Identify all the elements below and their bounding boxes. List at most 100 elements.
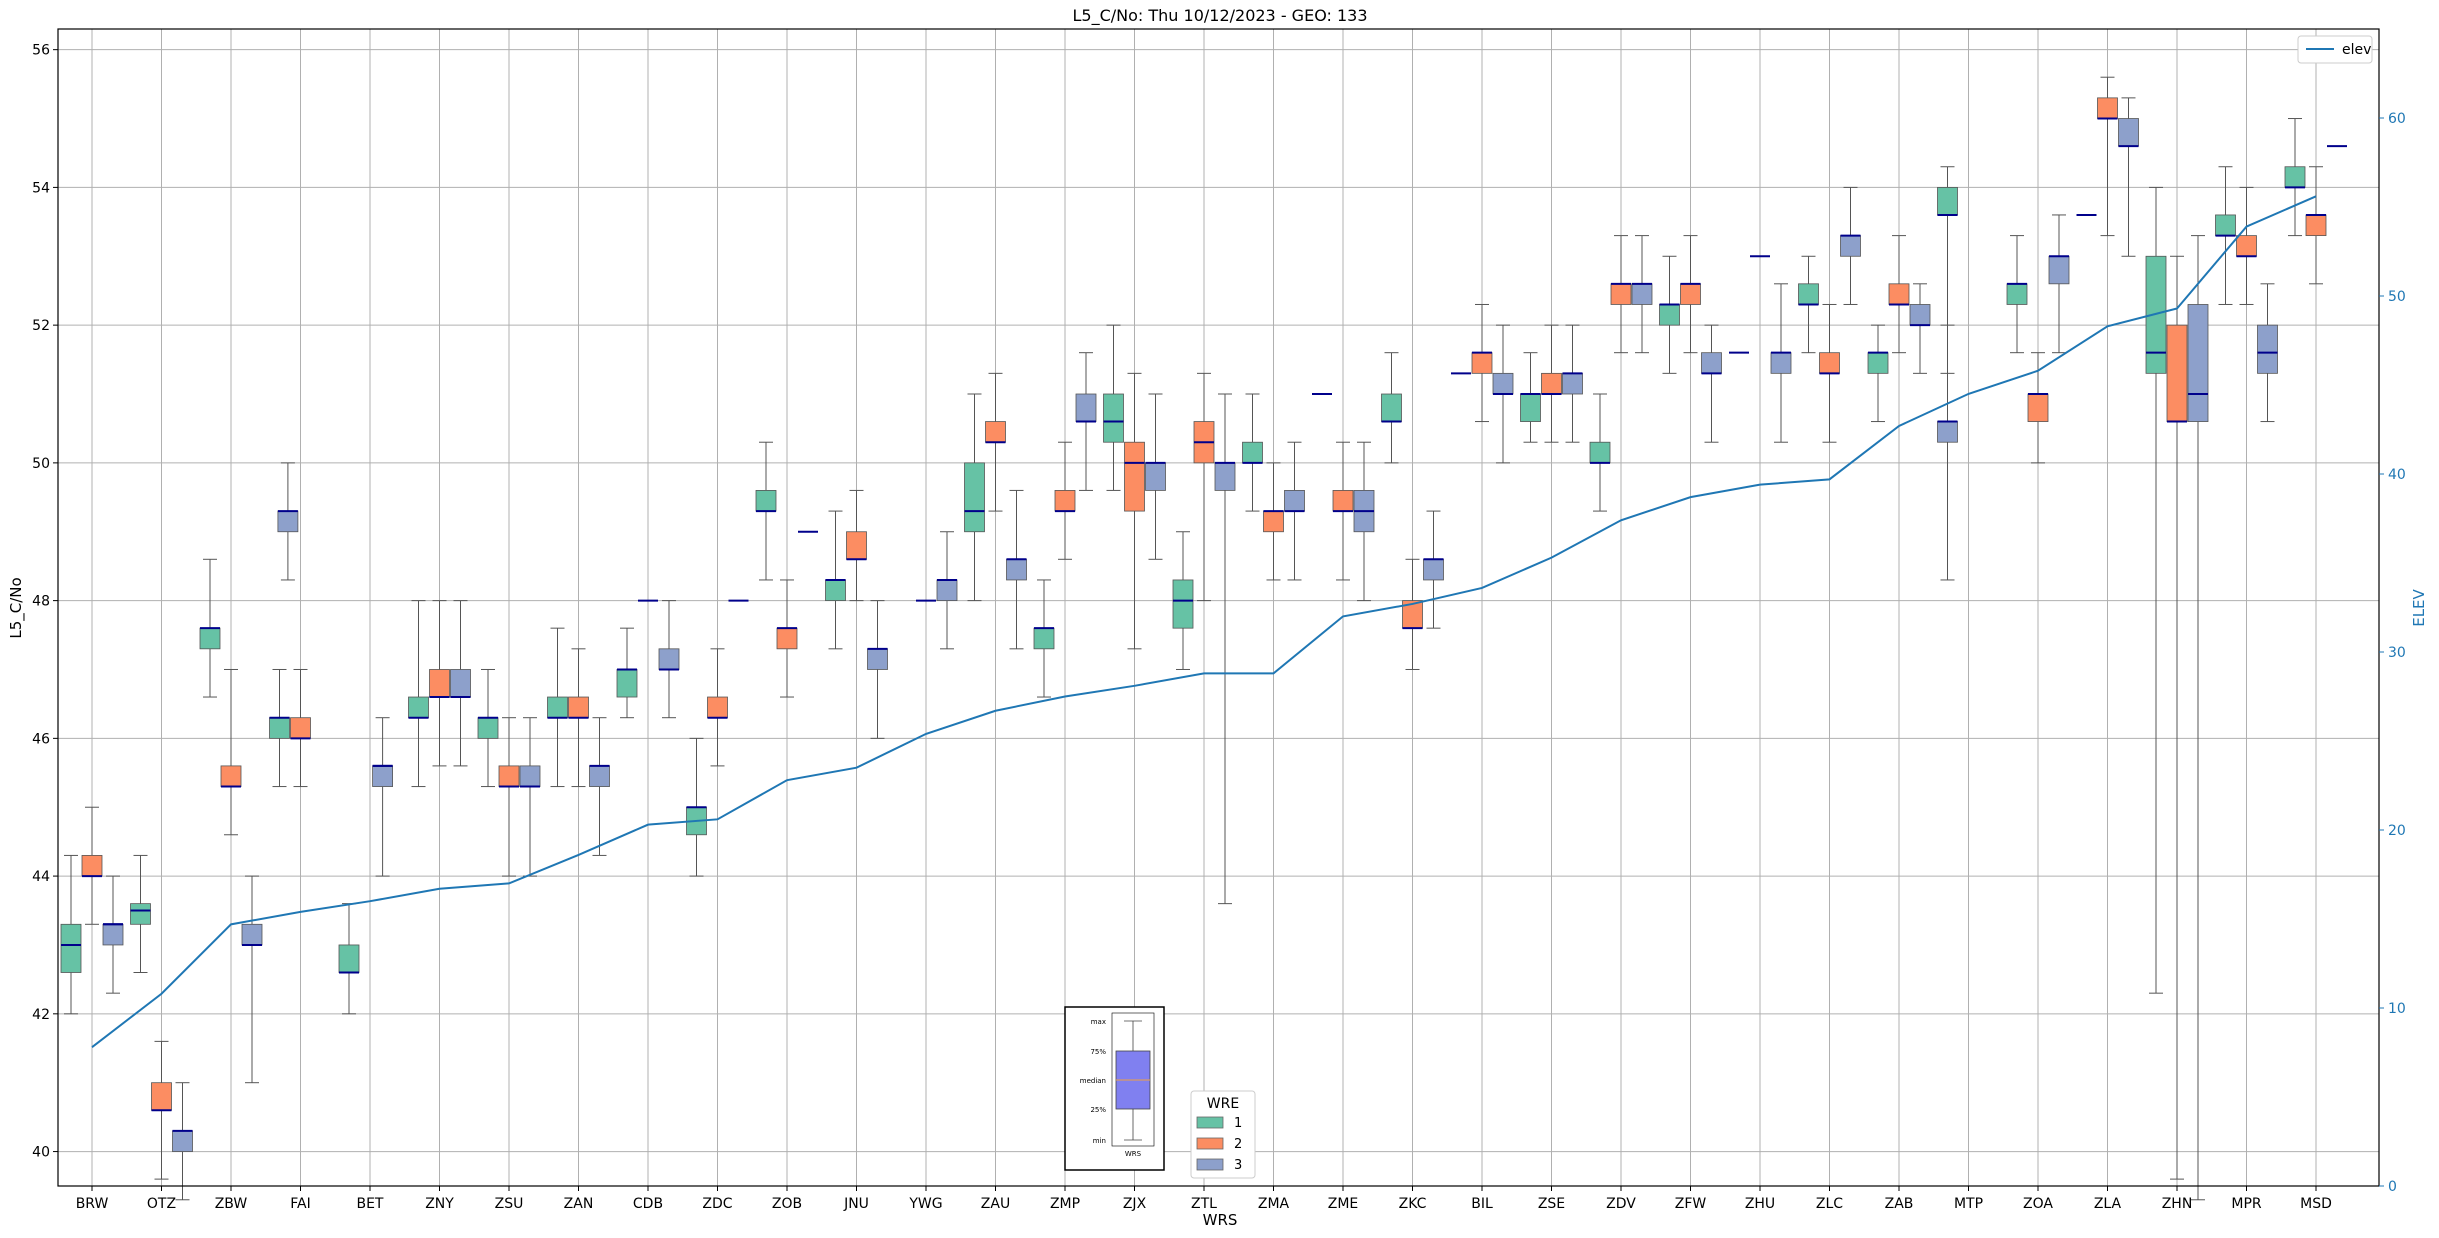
box-iqr — [568, 696, 589, 719]
box-wre-2 — [568, 648, 589, 788]
box-wre-3 — [1631, 235, 1653, 354]
box-wre-3 — [241, 875, 263, 1084]
box-wre-1 — [477, 668, 499, 788]
box-wre-3 — [589, 717, 610, 856]
box-wre-2 — [1471, 303, 1493, 423]
x-tick-label: ZME — [1328, 1196, 1359, 1212]
box-wre-1 — [269, 668, 290, 788]
legend-wre-swatch-1 — [1196, 1116, 1224, 1129]
box-iqr — [1541, 372, 1562, 395]
box-iqr — [1659, 304, 1680, 326]
box-wre-1 — [199, 558, 221, 698]
box-wre-2 — [1680, 235, 1701, 354]
box-wre-3 — [519, 717, 541, 877]
box-iqr — [1145, 462, 1166, 491]
box-wre-2 — [151, 1040, 172, 1180]
box-iqr — [1471, 352, 1493, 374]
x-tick-label: ZHN — [2162, 1196, 2193, 1212]
box-iqr — [1798, 283, 1819, 305]
y-axis-label: L5_C/No — [7, 577, 26, 638]
x-tick-label: ZMA — [1258, 1196, 1290, 1212]
x-tick-label: ZBW — [215, 1196, 248, 1212]
box-iqr — [1381, 393, 1402, 422]
box-wre-1 — [1103, 324, 1124, 491]
box-wre-3 — [1423, 510, 1444, 629]
box-iqr — [81, 855, 103, 877]
box-wre-1 — [1242, 393, 1263, 512]
box-iqr — [372, 765, 394, 787]
box-iqr — [1124, 441, 1145, 512]
box-wre-2 — [2305, 166, 2327, 285]
box-iqr — [1263, 510, 1284, 533]
box-wre-3 — [1909, 283, 1931, 374]
box-wre-1 — [2215, 166, 2236, 305]
y-tick-label: 56 — [32, 43, 50, 59]
box-iqr — [1867, 352, 1889, 374]
box-iqr — [151, 1082, 172, 1111]
box-wre-1 — [1033, 579, 1055, 698]
box-iqr — [2187, 304, 2209, 422]
box-iqr — [1006, 558, 1027, 581]
y-axis-right: 0 10 20 30 40 50 60 — [2379, 111, 2406, 1195]
legend-elev-label: elev — [2342, 42, 2371, 58]
box-wre-3 — [1492, 324, 1514, 464]
box-iqr — [658, 648, 680, 670]
box-iqr — [964, 462, 985, 533]
legend-wre-swatch-3 — [1196, 1158, 1224, 1171]
box-iqr — [1937, 186, 1958, 216]
inset-label-max: max — [1091, 1018, 1106, 1026]
box-wre-1 — [1381, 352, 1402, 464]
box-wre-2 — [1124, 372, 1145, 650]
inset-label-25: 25% — [1090, 1106, 1106, 1114]
inset-boxplot-legend: max 75% median 25% min WRS — [1064, 1006, 1165, 1171]
x-tick-label: FAI — [290, 1196, 310, 1212]
x-tick-label: BET — [356, 1196, 383, 1212]
box-iqr — [707, 696, 728, 719]
box-iqr — [1332, 490, 1354, 512]
box-iqr — [1214, 462, 1236, 491]
box-wre-3 — [1937, 324, 1958, 581]
box-iqr — [1033, 627, 1055, 650]
box-iqr — [450, 669, 471, 698]
box-iqr — [776, 627, 798, 650]
gridlines — [58, 29, 2379, 1186]
x-tick-label: ZAB — [1885, 1196, 1914, 1212]
x-tick-label: ZDV — [1606, 1196, 1636, 1212]
box-iqr — [338, 944, 360, 973]
y-axis-left: 40 42 44 46 48 50 52 54 56 — [32, 43, 58, 1161]
box-iqr — [1242, 441, 1263, 464]
box-wre-2 — [846, 489, 867, 602]
box-iqr — [616, 669, 638, 698]
box-wre-1 — [547, 627, 568, 788]
y2-tick-label: 30 — [2388, 645, 2406, 661]
legend-wre-frame — [1190, 1090, 1256, 1179]
y2-tick-label: 0 — [2388, 1179, 2397, 1195]
box-iqr — [1680, 283, 1701, 305]
box-iqr — [825, 579, 846, 602]
y-tick-label: 42 — [32, 1007, 50, 1023]
box-wre-2 — [1193, 372, 1215, 602]
box-wre-1 — [825, 510, 846, 650]
box-wre-2 — [2236, 186, 2257, 305]
box-wre-2 — [707, 648, 728, 767]
box-iqr — [429, 669, 450, 698]
box-wre-2 — [220, 668, 242, 836]
box-wre-3 — [1840, 186, 1861, 305]
box-iqr — [1520, 393, 1541, 422]
box-iqr — [2305, 214, 2327, 237]
x-axis: BRW OTZ ZBW FAI BET ZNY ZSU ZAN CDB ZDC ZOB JNU YWG Z… — [76, 1186, 2332, 1212]
box-wre-3 — [102, 875, 124, 994]
y2-tick-label: 40 — [2388, 467, 2406, 483]
box-iqr — [936, 579, 958, 602]
legend-wre-label-3: 3 — [1234, 1158, 1242, 1173]
box-iqr — [477, 717, 499, 739]
box-iqr — [1103, 393, 1124, 443]
box-wre-3 — [1284, 441, 1305, 581]
x-tick-label: ZOB — [772, 1196, 802, 1212]
box-wre-2 — [1402, 558, 1423, 670]
box-iqr — [1770, 352, 1792, 374]
box-iqr — [102, 923, 124, 946]
box-iqr — [2215, 214, 2236, 237]
chart-title: L5_C/No: Thu 10/12/2023 - GEO: 133 — [1072, 6, 1367, 26]
y2-tick-label: 60 — [2388, 111, 2406, 127]
